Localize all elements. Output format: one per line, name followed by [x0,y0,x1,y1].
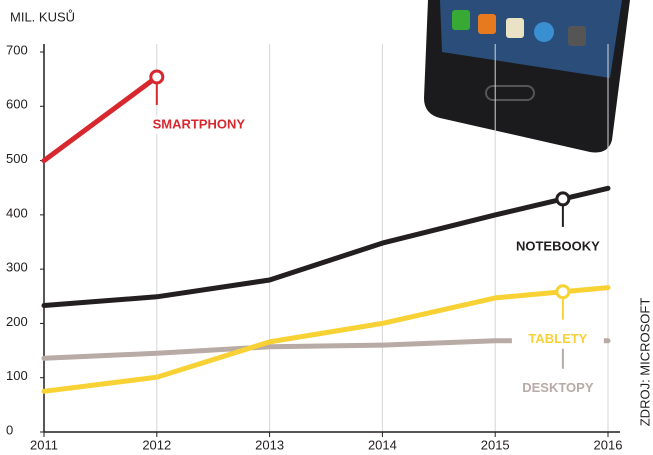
phone-illustration [424,0,630,153]
y-tick-label: 300 [6,260,28,275]
y-tick-label: 500 [6,151,28,166]
chart: MIL. KUSŮ ZDROJ: MICROSOFT 0 100 200 300 400… [0,0,653,455]
y-tick-label: 700 [6,42,28,57]
series-label: DESKTOPY [522,380,594,395]
source: ZDROJ: MICROSOFT [637,298,652,427]
y-tick-label: 200 [6,314,28,329]
series-label: NOTEBOOKY [516,238,600,253]
x-tick-label: 2016 [594,437,623,452]
y-tick-label: 100 [6,368,28,383]
x-tick-label: 2011 [30,437,58,452]
x-tick-label: 2014 [368,437,397,452]
y-axis-label: MIL. KUSŮ [10,9,75,24]
y-tick-label: 600 [6,97,28,112]
label-marker [557,193,569,205]
label-marker [557,286,569,298]
series-line [44,77,157,161]
label-marker [151,71,163,83]
y-tick-label: 400 [6,205,28,220]
x-tick-label: 2013 [255,437,284,452]
x-tick-label: 2012 [142,437,171,452]
x-tick-label: 2015 [481,437,510,452]
series-label: SMARTPHONY [153,116,246,131]
y-tick-label: 0 [6,422,13,437]
series-label: TABLETY [528,331,587,346]
